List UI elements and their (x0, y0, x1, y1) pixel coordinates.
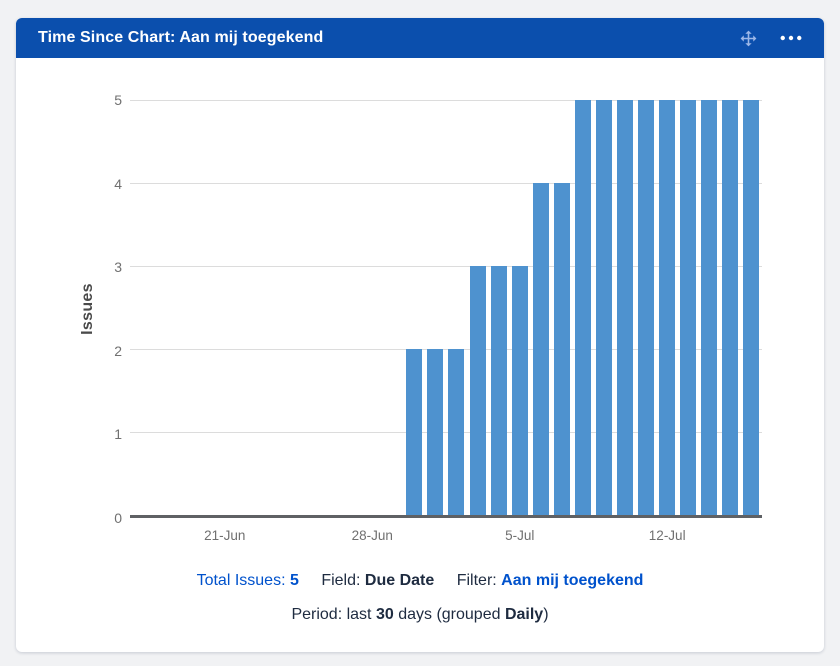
bar-16-Jul[interactable] (743, 100, 760, 515)
field-value: Due Date (364, 572, 435, 589)
period-days: 30 (375, 606, 394, 623)
bar-slot-18-Jun (151, 100, 172, 515)
gridline-3 (130, 266, 762, 267)
gridline-5 (130, 100, 762, 101)
bar-slot-6-Jul (530, 100, 551, 515)
period-middle: days (grouped (398, 606, 501, 623)
bar-12-Jul[interactable] (659, 100, 676, 515)
bar-30-Jun[interactable] (406, 349, 423, 515)
bar-slot-17-Jun (130, 100, 151, 515)
bar-slot-16-Jul (741, 100, 762, 515)
y-tick-4: 4 (114, 175, 122, 192)
field-group: Field: Due Date (321, 572, 438, 589)
bar-7-Jul[interactable] (553, 183, 570, 515)
bar-2-Jul[interactable] (448, 349, 465, 515)
y-tick-0: 0 (114, 510, 122, 526)
bar-9-Jul[interactable] (595, 100, 612, 515)
bar-15-Jul[interactable] (722, 100, 739, 515)
period-group: Daily (504, 606, 544, 623)
bar-14-Jul[interactable] (701, 100, 718, 515)
total-issues-label[interactable]: Total Issues: (196, 572, 286, 589)
bar-slot-12-Jul (657, 100, 678, 515)
y-tick-3: 3 (114, 259, 122, 276)
chart-summary: Total Issues: 5 Field: Due Date Filter: … (16, 572, 824, 590)
bar-slot-24-Jun (277, 100, 298, 515)
total-issues-value[interactable]: 5 (289, 572, 299, 589)
period-info: Period: last 30 days (grouped Daily) (16, 606, 824, 624)
bar-slot-22-Jun (235, 100, 256, 515)
bar-slot-7-Jul (551, 100, 572, 515)
bar-slot-25-Jun (299, 100, 320, 515)
field-label: Field: (321, 572, 361, 589)
total-issues-group: Total Issues: 5 (197, 572, 304, 589)
bar-slot-27-Jun (341, 100, 362, 515)
x-tick-28-Jun: 28-Jun (351, 528, 393, 543)
bar-4-Jul[interactable] (490, 266, 507, 515)
x-tick-21-Jun: 21-Jun (204, 528, 246, 543)
bar-slot-23-Jun (256, 100, 277, 515)
y-tick-1: 1 (114, 426, 122, 443)
bar-slot-28-Jun (362, 100, 383, 515)
bar-slot-5-Jul (509, 100, 530, 515)
plot-area (130, 100, 762, 518)
bar-slot-13-Jul (678, 100, 699, 515)
bar-8-Jul[interactable] (574, 100, 591, 515)
bar-11-Jul[interactable] (638, 100, 655, 515)
bars-container (130, 100, 762, 515)
bar-slot-3-Jul (467, 100, 488, 515)
bar-1-Jul[interactable] (427, 349, 444, 515)
bar-slot-11-Jul (636, 100, 657, 515)
gridline-4 (130, 183, 762, 184)
bar-slot-20-Jun (193, 100, 214, 515)
bar-slot-1-Jul (425, 100, 446, 515)
bar-slot-26-Jun (320, 100, 341, 515)
x-tick-5-Jul: 5-Jul (505, 528, 535, 543)
y-tick-2: 2 (114, 342, 122, 359)
bar-slot-29-Jun (383, 100, 404, 515)
gadget-card: Time Since Chart: Aan mij toegekend Issu… (16, 18, 824, 652)
filter-group: Filter: Aan mij toegekend (457, 572, 644, 589)
bar-3-Jul[interactable] (469, 266, 486, 515)
bar-slot-4-Jul (488, 100, 509, 515)
period-suffix: ) (543, 606, 549, 623)
header-actions (739, 29, 802, 48)
bar-6-Jul[interactable] (532, 183, 549, 515)
filter-link[interactable]: Aan mij toegekend (501, 572, 644, 589)
x-axis-ticks: 21-Jun 28-Jun 5-Jul 12-Jul (130, 528, 762, 550)
bar-slot-10-Jul (614, 100, 635, 515)
y-axis-ticks: 0 1 2 3 4 5 (16, 92, 122, 526)
bar-13-Jul[interactable] (680, 100, 697, 515)
more-menu-icon[interactable] (780, 35, 802, 41)
gridline-1 (130, 432, 762, 433)
bar-slot-8-Jul (572, 100, 593, 515)
gridline-2 (130, 349, 762, 350)
bar-5-Jul[interactable] (511, 266, 528, 515)
bar-slot-14-Jul (699, 100, 720, 515)
gadget-title: Time Since Chart: Aan mij toegekend (38, 29, 324, 46)
bar-slot-15-Jul (720, 100, 741, 515)
gadget-header: Time Since Chart: Aan mij toegekend (16, 18, 824, 58)
move-icon[interactable] (739, 29, 758, 48)
period-prefix: Period: last (291, 606, 372, 623)
y-tick-5: 5 (114, 92, 122, 108)
x-tick-12-Jul: 12-Jul (648, 528, 686, 543)
bar-slot-2-Jul (446, 100, 467, 515)
filter-label: Filter: (456, 572, 497, 589)
bar-slot-30-Jun (404, 100, 425, 515)
bar-10-Jul[interactable] (616, 100, 633, 515)
bar-slot-9-Jul (593, 100, 614, 515)
bar-slot-21-Jun (214, 100, 235, 515)
bar-slot-19-Jun (172, 100, 193, 515)
